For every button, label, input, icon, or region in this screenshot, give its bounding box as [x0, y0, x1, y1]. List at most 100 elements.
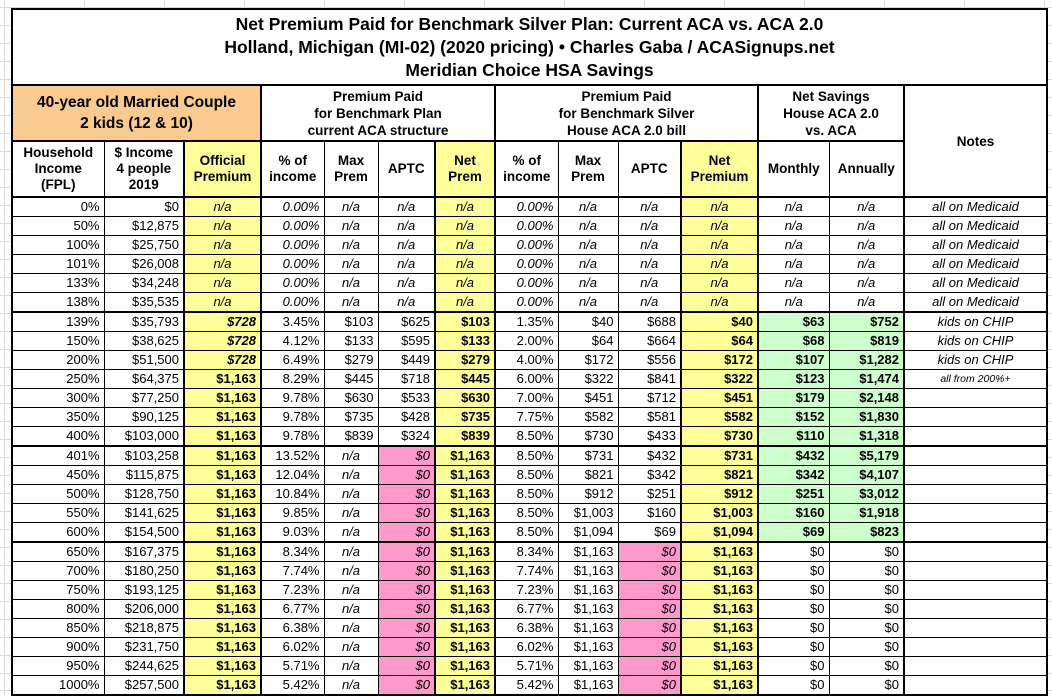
cell-h_net: $1,003	[680, 503, 759, 523]
cell-aca_pct: 8.29%	[260, 369, 325, 389]
cell-h_aptc: $0	[617, 637, 682, 657]
cell-h_pct: 8.34%	[494, 541, 559, 562]
table-row: 1000% $257,500 $1,163 5.42% n/a $0 $1,163 5.42%…	[11, 675, 1048, 696]
cell-official: $728	[183, 350, 262, 370]
table-row: 700% $180,250 $1,163 7.74% n/a $0 $1,163 7.74% $…	[11, 561, 1048, 581]
cell-aca_net: n/a	[434, 273, 496, 293]
cell-income: $35,535	[103, 292, 185, 313]
cell-fpl: 700%	[11, 561, 105, 581]
cell-h_net: $1,163	[680, 618, 759, 638]
cell-h_pct: 7.23%	[494, 580, 559, 600]
cell-h_max: $912	[557, 484, 619, 504]
cell-h_max: $730	[557, 426, 619, 447]
cell-h_max: $731	[557, 445, 619, 466]
cell-aca_pct: 6.02%	[260, 637, 325, 657]
cell-aca_net: n/a	[434, 254, 496, 274]
cell-aca_net: $103	[434, 311, 496, 332]
table-row: 900% $231,750 $1,163 6.02% n/a $0 $1,163 6.02% $…	[11, 637, 1048, 657]
table-row: 650% $167,375 $1,163 8.34% n/a $0 $1,163 8.34% $…	[11, 541, 1048, 562]
cell-monthly: $63	[757, 311, 830, 332]
cell-official: $1,163	[183, 599, 262, 619]
cell-note	[903, 522, 1048, 543]
cell-monthly: $123	[757, 369, 830, 389]
cell-h_max: $40	[557, 311, 619, 332]
cell-official: $1,163	[183, 656, 262, 676]
cell-official: n/a	[183, 216, 262, 236]
cell-aca_aptc: n/a	[377, 216, 436, 236]
cell-h_pct: 6.02%	[494, 637, 559, 657]
cell-h_max: $1,163	[557, 637, 619, 657]
cell-monthly: $69	[757, 522, 830, 543]
cell-aca_pct: 12.04%	[260, 465, 325, 485]
cell-aca_aptc: $0	[377, 580, 436, 600]
cell-monthly: n/a	[757, 196, 830, 217]
cell-monthly: $107	[757, 350, 830, 370]
cell-aca_pct: 0.00%	[260, 254, 325, 274]
title-line-1: Net Premium Paid for Benchmark Silver Pl…	[235, 13, 824, 34]
cell-h_net: $1,094	[680, 522, 759, 543]
cell-note	[903, 675, 1048, 696]
cell-note: all on Medicaid	[903, 196, 1048, 217]
cell-aca_aptc: n/a	[377, 235, 436, 255]
cell-official: n/a	[183, 273, 262, 293]
cell-h_aptc: $0	[617, 656, 682, 676]
cell-fpl: 50%	[11, 216, 105, 236]
column-header-official: Official Premium	[183, 140, 262, 198]
cell-income: $77,250	[103, 388, 185, 408]
cell-official: $1,163	[183, 522, 262, 543]
cell-income: $38,625	[103, 331, 185, 351]
cell-h_pct: 8.50%	[494, 484, 559, 504]
cell-income: $128,750	[103, 484, 185, 504]
cell-h_net: $1,163	[680, 541, 759, 562]
cell-h_net: n/a	[680, 292, 759, 313]
cell-h_net: $582	[680, 407, 759, 427]
cell-h_pct: 8.50%	[494, 522, 559, 543]
cell-income: $206,000	[103, 599, 185, 619]
cell-fpl: 650%	[11, 541, 105, 562]
cell-note	[903, 503, 1048, 523]
cell-aca_aptc: $595	[377, 331, 436, 351]
cell-income: $64,375	[103, 369, 185, 389]
cell-aca_max: n/a	[323, 445, 379, 466]
cell-h_aptc: $0	[617, 675, 682, 696]
cell-official: $728	[183, 331, 262, 351]
cell-h_aptc: $251	[617, 484, 682, 504]
cell-income: $25,750	[103, 235, 185, 255]
cell-monthly: n/a	[757, 216, 830, 236]
cell-monthly: $342	[757, 465, 830, 485]
cell-h_aptc: $160	[617, 503, 682, 523]
cell-h_aptc: $432	[617, 445, 682, 466]
cell-aca_max: n/a	[323, 599, 379, 619]
table-row: 450% $115,875 $1,163 12.04% n/a $0 $1,163 8.50%…	[11, 465, 1048, 485]
cell-aca_pct: 0.00%	[260, 292, 325, 313]
cell-fpl: 401%	[11, 445, 105, 466]
cell-h_net: $1,163	[680, 637, 759, 657]
cell-annually: $823	[828, 522, 905, 543]
cell-h_aptc: $342	[617, 465, 682, 485]
column-header-h_pct: % of income	[494, 140, 559, 198]
cell-h_max: $582	[557, 407, 619, 427]
cell-fpl: 133%	[11, 273, 105, 293]
cell-fpl: 600%	[11, 522, 105, 543]
table-row: 138% $35,535 n/a 0.00% n/a n/a n/a 0.00% n/a n/a n…	[11, 292, 1048, 313]
cell-annually: n/a	[828, 196, 905, 217]
cell-aca_net: $1,163	[434, 618, 496, 638]
cell-note	[903, 637, 1048, 657]
cell-note	[903, 465, 1048, 485]
cell-note	[903, 484, 1048, 504]
column-header-aca_max: Max Prem	[323, 140, 379, 198]
cell-annually: $1,918	[828, 503, 905, 523]
cell-fpl: 300%	[11, 388, 105, 408]
cell-aca_aptc: $449	[377, 350, 436, 370]
cell-annually: n/a	[828, 292, 905, 313]
cell-income: $90,125	[103, 407, 185, 427]
cell-aca_aptc: $533	[377, 388, 436, 408]
cell-h_net: $1,163	[680, 656, 759, 676]
cell-note: all from 200%+	[903, 369, 1048, 389]
cell-income: $115,875	[103, 465, 185, 485]
cell-note: kids on CHIP	[903, 331, 1048, 351]
cell-aca_max: n/a	[323, 580, 379, 600]
cell-aca_net: $1,163	[434, 580, 496, 600]
cell-note	[903, 388, 1048, 408]
cell-h_max: $1,003	[557, 503, 619, 523]
